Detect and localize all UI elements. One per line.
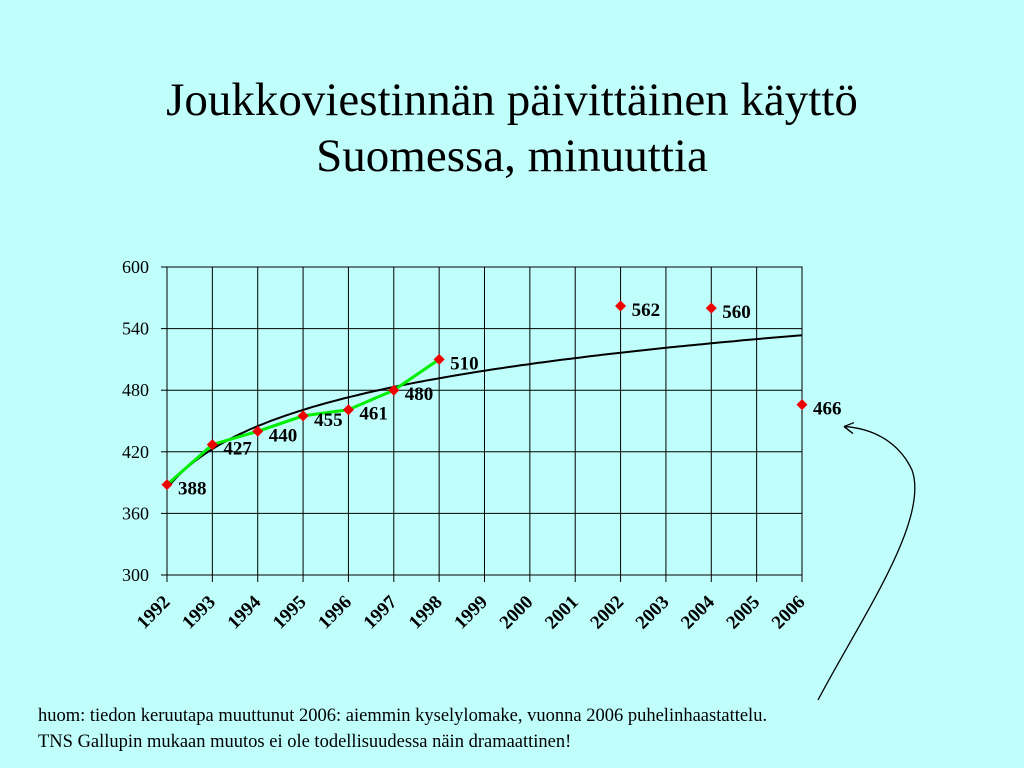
x-tick-label: 2000	[496, 592, 538, 634]
chart-grid	[161, 266, 803, 582]
title-line-1: Joukkoviestinnän päivittäinen käyttö	[166, 74, 858, 126]
data-marker-1993	[206, 439, 218, 451]
data-marker-1992	[161, 479, 173, 491]
data-label-1998: 510	[450, 353, 479, 374]
y-tick-label: 540	[122, 319, 149, 339]
data-markers	[161, 300, 808, 491]
data-label-2002: 562	[632, 300, 661, 321]
data-marker-2004	[705, 302, 717, 314]
data-marker-1996	[342, 404, 354, 416]
x-tick-label: 1999	[450, 592, 492, 634]
title-line-2: Suomessa, minuuttia	[316, 130, 708, 182]
y-axis-ticks: 300 360 420 480 540 600	[122, 257, 149, 585]
data-label-2004: 560	[722, 302, 751, 323]
data-marker-2002	[615, 300, 627, 312]
data-marker-1998	[433, 353, 445, 365]
y-tick-label: 480	[122, 380, 149, 400]
data-label-1995: 455	[314, 410, 343, 431]
data-marker-1994	[252, 425, 264, 437]
x-tick-label: 2002	[586, 592, 628, 634]
data-labels: 388 427 440 455 461 480 510 562 560 466	[178, 300, 842, 500]
x-tick-label: 1997	[360, 591, 402, 633]
x-tick-label: 1993	[178, 592, 220, 634]
data-label-1997: 480	[405, 384, 434, 405]
data-label-1993: 427	[223, 439, 252, 460]
data-label-1992: 388	[178, 479, 207, 500]
annotation-arrow	[817, 421, 916, 701]
data-marker-1995	[297, 410, 309, 422]
data-marker-2006	[796, 399, 808, 411]
data-label-2006: 466	[813, 399, 842, 420]
y-tick-label: 600	[122, 257, 149, 277]
x-tick-label: 2003	[632, 592, 674, 634]
footnote-line-1: huom: tiedon keruutapa muuttunut 2006: a…	[38, 706, 768, 726]
slide-title: Joukkoviestinnän päivittäinen käyttö Suo…	[0, 72, 1024, 184]
x-tick-label: 2005	[722, 592, 764, 634]
data-marker-1997	[388, 384, 400, 396]
x-tick-label: 1992	[133, 592, 175, 634]
y-tick-label: 420	[122, 442, 149, 462]
x-tick-label: 1998	[405, 592, 447, 634]
y-tick-label: 360	[122, 503, 149, 523]
footnote: huom: tiedon keruutapa muuttunut 2006: a…	[38, 703, 767, 755]
y-tick-label: 300	[122, 565, 149, 585]
x-tick-label: 1994	[224, 591, 266, 633]
x-tick-label: 2006	[768, 592, 810, 634]
x-tick-label: 1996	[314, 592, 356, 634]
x-tick-label: 1995	[269, 592, 311, 634]
data-label-1994: 440	[269, 425, 298, 446]
trendline	[166, 334, 803, 489]
x-tick-label: 2004	[677, 591, 719, 633]
data-label-1996: 461	[359, 404, 388, 425]
x-tick-label: 2001	[541, 592, 583, 634]
x-axis-labels: 1992 1993 1994 1995 1996 1997 1998 1999 2000 2001…	[133, 591, 810, 633]
footnote-line-2: TNS Gallupin mukaan muutos ei ole todell…	[38, 732, 572, 752]
